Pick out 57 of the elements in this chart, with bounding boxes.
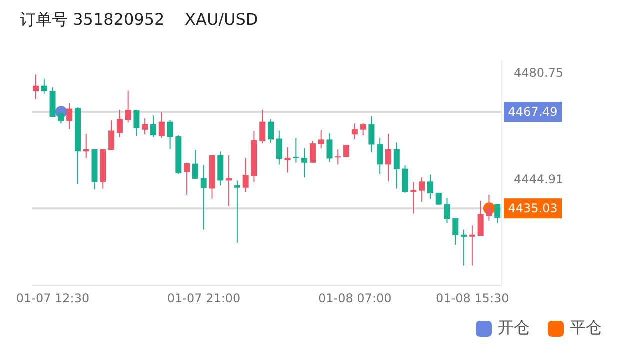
candlestick	[108, 120, 115, 151]
candlestick	[150, 115, 156, 138]
candlestick	[260, 109, 266, 144]
candlestick	[41, 78, 48, 94]
y-tick-label: 4444.91	[514, 172, 564, 186]
candlestick	[293, 138, 300, 164]
candlestick	[116, 109, 123, 138]
candlestick	[192, 150, 198, 180]
x-tick-label: 01-07 21:00	[167, 292, 241, 306]
candlestick	[326, 132, 333, 163]
candlestick	[200, 164, 207, 230]
candlestick	[335, 149, 342, 166]
candlestick	[368, 116, 375, 153]
candlestick	[268, 118, 274, 144]
candlestick	[310, 140, 316, 164]
candlestick	[167, 120, 174, 150]
candlestick	[344, 144, 350, 158]
candlestick	[427, 174, 434, 200]
ref-line-label: 4467.49	[508, 105, 558, 120]
candlestick	[83, 134, 90, 159]
candlestick	[234, 180, 240, 244]
candlestick	[158, 112, 165, 139]
candlestick	[419, 176, 426, 203]
candlestick	[452, 218, 459, 246]
candlestick	[142, 118, 148, 136]
candlestick	[394, 142, 400, 190]
candlestick	[360, 123, 366, 136]
candlestick	[494, 204, 501, 224]
candlestick	[242, 158, 249, 193]
y-tick-label: 4480.75	[514, 66, 564, 80]
x-tick-label: 01-07 12:30	[16, 292, 90, 306]
candlestick	[352, 123, 358, 140]
candlestick	[302, 148, 308, 178]
candlestick	[318, 130, 324, 150]
candlestick	[125, 90, 132, 124]
candlestick	[386, 134, 392, 182]
candlestick	[33, 74, 39, 100]
candlestick	[444, 198, 450, 224]
candlestick	[134, 109, 140, 137]
candlestick	[469, 225, 476, 266]
candlestick	[410, 182, 417, 214]
candlestick	[66, 102, 73, 130]
candlestick	[461, 229, 468, 266]
ref-line-label: 4435.03	[508, 202, 558, 216]
x-tick-label: 01-08 07:00	[318, 292, 392, 306]
candlestick	[284, 146, 291, 174]
candlestick	[58, 110, 64, 124]
legend-label: 平仓	[570, 318, 602, 339]
chart-title: 订单号 351820952 XAU/USD	[20, 10, 258, 31]
candlestick	[276, 130, 282, 166]
legend-label: 开仓	[498, 318, 530, 339]
candlestick	[184, 162, 190, 196]
candlestick	[402, 165, 408, 194]
candlestick	[478, 200, 484, 237]
candlestick	[377, 138, 384, 175]
candlestick	[486, 194, 492, 222]
x-tick-label: 01-08 15:30	[436, 292, 510, 306]
